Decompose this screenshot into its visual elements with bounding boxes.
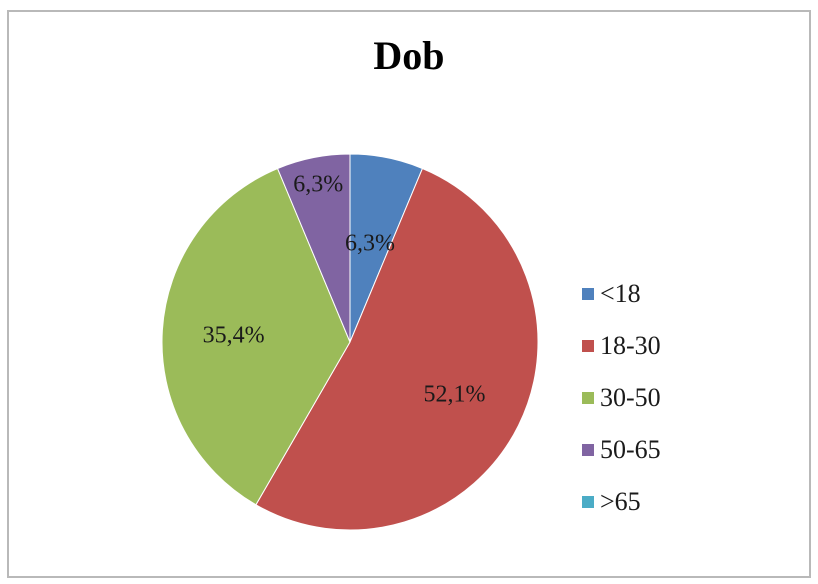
legend-item-over-65: >65 (582, 476, 782, 528)
legend-label: <18 (600, 279, 641, 308)
legend-swatch (582, 340, 594, 352)
legend-label: 30-50 (600, 383, 661, 412)
legend-label: 50-65 (600, 435, 661, 464)
data-label-under-18: 6,3% (345, 230, 395, 256)
legend-item-18-30: 18-30 (582, 320, 782, 372)
legend-label: >65 (600, 487, 641, 516)
legend-item-30-50: 30-50 (582, 372, 782, 424)
data-label-18-30: 52,1% (423, 382, 485, 408)
legend-swatch (582, 392, 594, 404)
legend-item-under-18: <18 (582, 268, 782, 320)
pie-slice-50-65 (276, 153, 351, 343)
legend-label: 18-30 (600, 331, 661, 360)
data-label-50-65: 6,3% (293, 171, 343, 197)
pie-slice-30-50 (161, 167, 351, 506)
data-label-30-50: 35,4% (203, 323, 265, 349)
legend-swatch (582, 288, 594, 300)
chart-title: Dob (373, 33, 445, 78)
legend-swatch (582, 496, 594, 508)
pie-slice-18-30 (255, 167, 539, 531)
legend-item-50-65: 50-65 (582, 424, 782, 476)
legend-swatch (582, 444, 594, 456)
legend: <18 18-30 30-50 50-65 >65 (582, 268, 782, 528)
